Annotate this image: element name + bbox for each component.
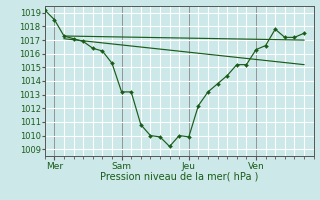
X-axis label: Pression niveau de la mer( hPa ): Pression niveau de la mer( hPa )	[100, 172, 258, 182]
